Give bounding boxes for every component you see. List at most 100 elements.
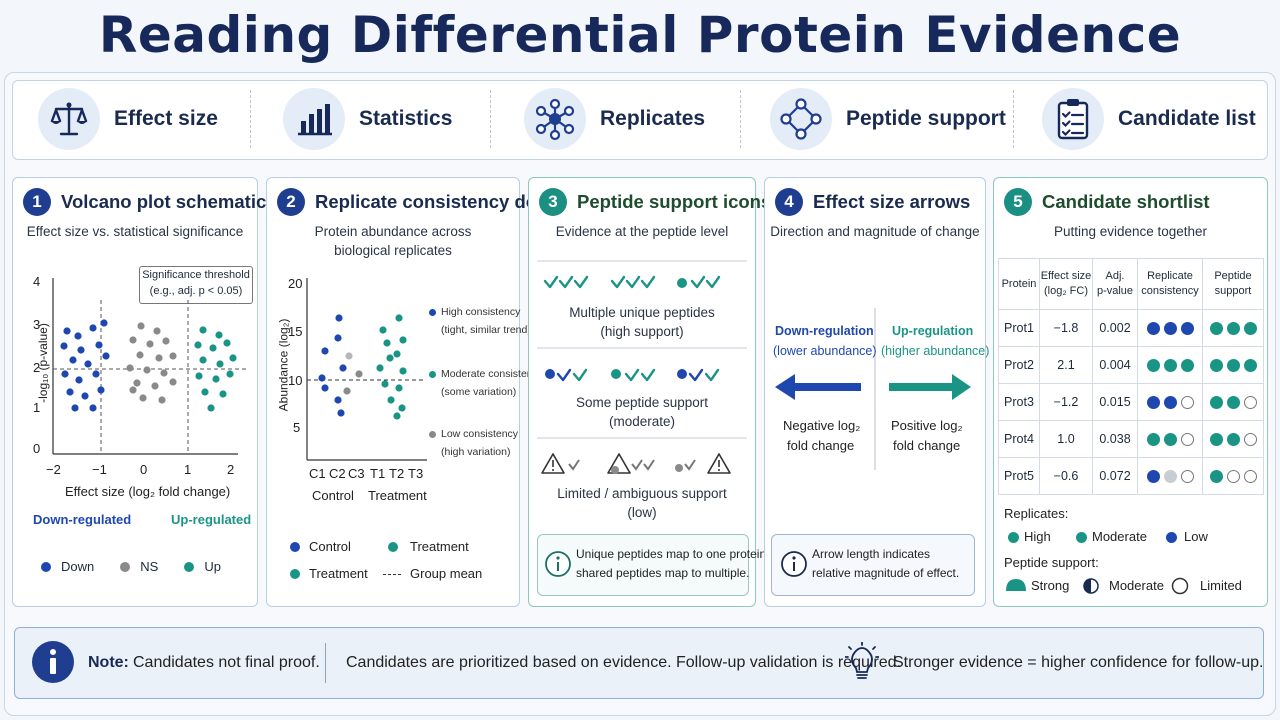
indicator-dot: [1226, 359, 1240, 373]
panel-effect-arrows: 4 Effect size arrows Direction and magnit…: [764, 177, 989, 607]
page-title: Reading Differential Protein Evidence: [98, 6, 1182, 64]
panel-subtitle: Evidence at the peptide level: [555, 224, 729, 239]
divider: [740, 90, 741, 148]
indicator-dot: [1226, 470, 1240, 484]
topic-effect-size: Effect size: [38, 80, 218, 158]
data-point: [139, 394, 147, 402]
data-point: [146, 340, 154, 348]
indicator-dot: [1226, 322, 1240, 336]
data-point: [89, 324, 97, 332]
x-tick: −1: [92, 462, 107, 477]
down-regulated-label: Down-regulated: [33, 512, 132, 527]
y-tick: 0: [33, 441, 41, 456]
legend-label: NS: [140, 559, 159, 574]
data-point: [321, 384, 329, 392]
threshold-line1: Significance threshold: [142, 269, 250, 281]
up-arrow: [889, 374, 971, 400]
high-support-checks: [543, 275, 721, 289]
data-point: [129, 336, 137, 344]
data-point: [216, 360, 224, 368]
down-arrow: [775, 374, 861, 400]
cell-p: 0.015: [1092, 383, 1138, 421]
data-point: [321, 347, 329, 355]
data-point: [100, 319, 108, 327]
data-point: [169, 352, 177, 360]
data-point: [395, 384, 403, 392]
indicator-dot: [1146, 322, 1160, 336]
legend-up-dot: [184, 561, 195, 572]
data-point: [393, 350, 401, 358]
data-point: [89, 404, 97, 412]
divider: [250, 90, 251, 148]
panel-title: Peptide support icons: [577, 191, 772, 212]
indicator-dot: [1209, 359, 1223, 373]
diamond-network-icon: [770, 88, 832, 150]
data-point: [199, 326, 207, 334]
indicator-cell: [1202, 420, 1264, 458]
info-line2: shared peptides map to multiple.: [576, 566, 750, 580]
x-tick: C3: [348, 466, 365, 481]
indicator-dot: [1209, 470, 1223, 484]
indicator-dot: [1163, 396, 1177, 410]
panel-subtitle: Effect size vs. statistical significance: [26, 224, 244, 239]
indicator-cell: [1137, 346, 1203, 384]
cell-p: 0.072: [1092, 457, 1138, 495]
indicator-cell: [1137, 420, 1203, 458]
data-point: [199, 356, 207, 364]
legend-moderate-line2: (some variation): [441, 386, 517, 398]
note-text1: Candidates not final proof.: [133, 654, 320, 671]
data-point: [133, 379, 141, 387]
table-row: Prot5 −0.6 0.072: [998, 457, 1264, 495]
header-line: (log₂ FC): [1044, 285, 1088, 297]
group-label-control: Control: [312, 488, 354, 503]
legend-low-line2: (high variation): [441, 446, 511, 458]
peptide-info-box: Unique peptides map to one protein; shar…: [537, 534, 769, 596]
candidate-table: Protein Effect size (log₂ FC) Adj. p-value…: [998, 258, 1264, 495]
data-point: [393, 412, 401, 420]
info-icon: [781, 551, 807, 577]
table-row: Prot1 −1.8 0.002: [998, 309, 1264, 347]
cell-p: 0.038: [1092, 420, 1138, 458]
threshold-callout: Significance threshold (e.g., adj. p < 0…: [139, 266, 253, 304]
legend-high-dot: [1008, 532, 1019, 543]
panel-number: 3: [539, 188, 567, 216]
legend-label: Down: [61, 559, 95, 574]
y-tick: 5: [293, 420, 301, 435]
data-point: [398, 404, 406, 412]
negative-fc-line1: Negative log₂: [783, 418, 861, 433]
legend-label: Moderate: [1092, 529, 1147, 544]
x-tick: 0: [140, 462, 148, 477]
legend-low-dot: [429, 431, 436, 438]
indicator-dot: [1243, 322, 1257, 336]
data-point: [71, 404, 79, 412]
data-point: [92, 370, 100, 378]
legend-label: Treatment: [309, 566, 368, 581]
data-point: [169, 378, 177, 386]
cell-fc: 1.0: [1039, 420, 1093, 458]
header-cell: Replicate consistency: [1137, 258, 1203, 310]
cell-fc: −0.6: [1039, 457, 1093, 495]
divider: [1013, 90, 1014, 148]
note-text2: Candidates are prioritized based on evid…: [346, 654, 901, 671]
indicator-dot: [1180, 396, 1194, 410]
indicator-dot: [1146, 359, 1160, 373]
legend-down-dot: [41, 561, 51, 572]
positive-fc-line1: Positive log₂: [891, 418, 963, 433]
data-point: [151, 382, 159, 390]
indicator-dot: [1163, 322, 1177, 336]
indicator-dot: [1180, 359, 1194, 373]
data-point: [153, 327, 161, 335]
peptide-legend-label: Peptide support:: [1004, 555, 1099, 570]
topic-label: Candidate list: [1118, 107, 1256, 130]
cell-protein: Prot2: [998, 346, 1040, 384]
indicator-dot: [1180, 433, 1194, 447]
y-tick: 10: [288, 373, 303, 388]
indicator-dot: [1180, 470, 1194, 484]
legend-moderate-line1: Moderate consistency: [441, 368, 544, 380]
threshold-line2: (e.g., adj. p < 0.05): [149, 285, 243, 297]
up-regulated-label: Up-regulated: [171, 512, 252, 527]
data-point: [129, 386, 137, 394]
header-line: Adj.: [1105, 270, 1125, 282]
arrows-info-box: Arrow length indicates relative magnitud…: [771, 534, 975, 596]
data-point: [376, 364, 384, 372]
